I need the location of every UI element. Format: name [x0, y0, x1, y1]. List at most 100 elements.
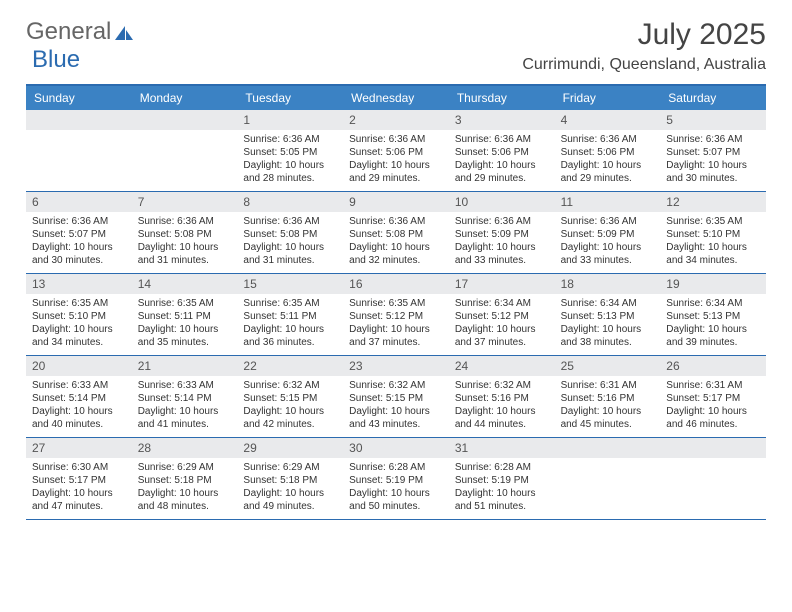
sunset-line: Sunset: 5:13 PM	[561, 310, 655, 323]
daylight-line-1: Daylight: 10 hours	[666, 159, 760, 172]
sunrise-line: Sunrise: 6:31 AM	[666, 379, 760, 392]
day-details: Sunrise: 6:36 AMSunset: 5:06 PMDaylight:…	[449, 130, 555, 191]
day-details: Sunrise: 6:35 AMSunset: 5:12 PMDaylight:…	[343, 294, 449, 355]
daybody-strip: Sunrise: 6:33 AMSunset: 5:14 PM Daylight:…	[26, 376, 766, 437]
day-number: 7	[132, 192, 238, 212]
dow-tuesday: Tuesday	[237, 86, 343, 110]
day-details: Sunrise: 6:36 AMSunset: 5:06 PMDaylight:…	[555, 130, 661, 191]
daylight-line-1: Daylight: 10 hours	[561, 241, 655, 254]
daylight-line-2: and 37 minutes.	[349, 336, 443, 349]
daylight-line-2: and 31 minutes.	[138, 254, 232, 267]
sunrise-line: Sunrise: 6:35 AM	[243, 297, 337, 310]
daylight-line-1: Daylight: 10 hours	[243, 487, 337, 500]
daylight-line-1: Daylight: 10 hours	[455, 323, 549, 336]
calendar-page: General July 2025 Currimundi, Queensland…	[0, 0, 792, 538]
day-details: Sunrise: 6:35 AMSunset: 5:10 PMDaylight:…	[660, 212, 766, 273]
daylight-line-1: Daylight: 10 hours	[32, 323, 126, 336]
daylight-line-2: and 51 minutes.	[455, 500, 549, 513]
location-label: Currimundi, Queensland, Australia	[522, 56, 766, 74]
sunrise-line: Sunrise: 6:36 AM	[455, 133, 549, 146]
sunset-line: Sunset: 5:11 PM	[243, 310, 337, 323]
month-title: July 2025	[522, 18, 766, 52]
sunset-line: Sunset: 5:06 PM	[561, 146, 655, 159]
day-details: Sunrise: 6:36 AMSunset: 5:05 PMDaylight:…	[237, 130, 343, 191]
daylight-line-2: and 30 minutes.	[666, 172, 760, 185]
day-number: 4	[555, 110, 661, 130]
day-number: 3	[449, 110, 555, 130]
daybody-strip: Sunrise: 6:30 AMSunset: 5:17 PMDaylight:…	[26, 458, 766, 519]
day-details	[132, 130, 238, 191]
sunset-line: Sunset: 5:14 PM	[32, 392, 126, 405]
sunset-line: Sunset: 5:15 PM	[243, 392, 337, 405]
day-details: Sunrise: 6:31 AMSunset: 5:16 PMDaylight:…	[555, 376, 661, 437]
sunset-line: Sunset: 5:16 PM	[561, 392, 655, 405]
day-details: Sunrise: 6:29 AMSunset: 5:18 PMDaylight:…	[237, 458, 343, 519]
sunrise-line: Sunrise: 6:31 AM	[561, 379, 655, 392]
daynum-strip: 12345	[26, 110, 766, 130]
daylight-line-1: Daylight: 10 hours	[138, 323, 232, 336]
sunrise-line: Sunrise: 6:28 AM	[455, 461, 549, 474]
sunset-line: Sunset: 5:08 PM	[349, 228, 443, 241]
sunrise-line: Sunrise: 6:35 AM	[349, 297, 443, 310]
sunrise-line: Sunrise: 6:36 AM	[138, 215, 232, 228]
day-number: 12	[660, 192, 766, 212]
sunrise-line: Sunrise: 6:29 AM	[243, 461, 337, 474]
day-number: 17	[449, 274, 555, 294]
sunrise-line: Sunrise: 6:33 AM	[32, 379, 126, 392]
calendar-week: 20212223242526Sunrise: 6:33 AMSunset: 5:…	[26, 356, 766, 438]
sunset-line: Sunset: 5:18 PM	[138, 474, 232, 487]
dow-monday: Monday	[132, 86, 238, 110]
sunset-line: Sunset: 5:09 PM	[455, 228, 549, 241]
sunrise-line: Sunrise: 6:30 AM	[32, 461, 126, 474]
daylight-line-2: and 49 minutes.	[243, 500, 337, 513]
sunrise-line: Sunrise: 6:32 AM	[455, 379, 549, 392]
daylight-line-1: Daylight: 10 hours	[32, 487, 126, 500]
sunset-line: Sunset: 5:07 PM	[32, 228, 126, 241]
day-details: Sunrise: 6:28 AMSunset: 5:19 PMDaylight:…	[449, 458, 555, 519]
day-number: 21	[132, 356, 238, 376]
day-number: 10	[449, 192, 555, 212]
daynum-strip: 13141516171819	[26, 274, 766, 294]
sunset-line: Sunset: 5:06 PM	[349, 146, 443, 159]
daylight-line-2: and 37 minutes.	[455, 336, 549, 349]
day-number: 27	[26, 438, 132, 458]
daylight-line-1: Daylight: 10 hours	[138, 241, 232, 254]
daylight-line-1: Daylight: 10 hours	[561, 323, 655, 336]
daylight-line-2: and 33 minutes.	[455, 254, 549, 267]
day-details	[26, 130, 132, 191]
sunset-line: Sunset: 5:05 PM	[243, 146, 337, 159]
daylight-line-2: and 39 minutes.	[666, 336, 760, 349]
day-number: 6	[26, 192, 132, 212]
daynum-strip: 2728293031	[26, 438, 766, 458]
logo-text-1: General	[26, 18, 111, 46]
day-details: Sunrise: 6:35 AMSunset: 5:10 PMDaylight:…	[26, 294, 132, 355]
dow-saturday: Saturday	[660, 86, 766, 110]
day-details: Sunrise: 6:29 AMSunset: 5:18 PMDaylight:…	[132, 458, 238, 519]
sunset-line: Sunset: 5:12 PM	[455, 310, 549, 323]
day-details: Sunrise: 6:30 AMSunset: 5:17 PMDaylight:…	[26, 458, 132, 519]
day-details: Sunrise: 6:36 AMSunset: 5:06 PMDaylight:…	[343, 130, 449, 191]
day-details: Sunrise: 6:34 AMSunset: 5:13 PMDaylight:…	[660, 294, 766, 355]
sunrise-line: Sunrise: 6:36 AM	[561, 133, 655, 146]
sunset-line: Sunset: 5:17 PM	[32, 474, 126, 487]
daylight-line-1: Daylight: 10 hours	[349, 487, 443, 500]
sunrise-line: Sunrise: 6:36 AM	[455, 215, 549, 228]
day-number: 22	[237, 356, 343, 376]
title-block: July 2025 Currimundi, Queensland, Austra…	[522, 18, 766, 74]
daylight-line-2: and 46 minutes.	[666, 418, 760, 431]
day-details: Sunrise: 6:32 AMSunset: 5:16 PMDaylight:…	[449, 376, 555, 437]
day-number	[660, 438, 766, 458]
sunrise-line: Sunrise: 6:36 AM	[243, 133, 337, 146]
daylight-line-2: and 50 minutes.	[349, 500, 443, 513]
day-number	[26, 110, 132, 130]
day-details: Sunrise: 6:32 AMSunset: 5:15 PMDaylight:…	[343, 376, 449, 437]
daylight-line-1: Daylight: 10 hours	[666, 323, 760, 336]
daylight-line-1: Daylight: 10 hours	[243, 405, 337, 418]
daylight-line-2: and 29 minutes.	[455, 172, 549, 185]
sunrise-line: Sunrise: 6:35 AM	[32, 297, 126, 310]
sunset-line: Sunset: 5:19 PM	[455, 474, 549, 487]
sunrise-line: Sunrise: 6:36 AM	[32, 215, 126, 228]
sunset-line: Sunset: 5:12 PM	[349, 310, 443, 323]
calendar-week: 12345Sunrise: 6:36 AMSunset: 5:05 PMDayl…	[26, 110, 766, 192]
day-number: 19	[660, 274, 766, 294]
